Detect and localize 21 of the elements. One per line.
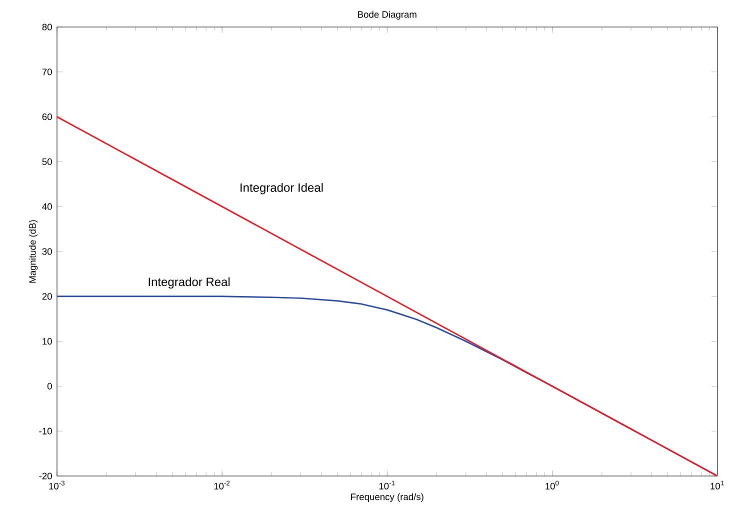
y-axis-title: Magnitude (dB) <box>28 220 38 283</box>
x-axis-title: Frequency (rad/s) <box>351 493 424 502</box>
x-tick-label: 10$^{0}$ <box>546 480 559 490</box>
annotation: Integrador Real <box>148 277 230 289</box>
chart-title: Bode Diagram <box>358 10 416 20</box>
y-tick-label: 70 <box>42 68 52 76</box>
y-tick-label: -20 <box>39 472 52 480</box>
y-tick-label: 20 <box>42 293 52 300</box>
y-tick-label: 30 <box>42 248 52 255</box>
y-tick-label: 60 <box>42 114 52 120</box>
annotation: Integrador Ideal <box>240 183 323 194</box>
y-tick-label: 50 <box>42 158 52 165</box>
y-tick-label: 0 <box>47 382 52 390</box>
x-tick-label: 10$^{1}$ <box>710 480 724 490</box>
y-tick-label: 80 <box>42 24 52 30</box>
y-tick-label: -10 <box>39 428 52 434</box>
x-tick-label: 10$^{-3}$ <box>49 480 65 490</box>
x-tick-label: 10$^{-1}$ <box>379 480 395 490</box>
y-tick-label: 10 <box>42 338 52 345</box>
y-tick-label: 40 <box>42 203 52 210</box>
x-tick-label: 10$^{-2}$ <box>214 480 230 490</box>
